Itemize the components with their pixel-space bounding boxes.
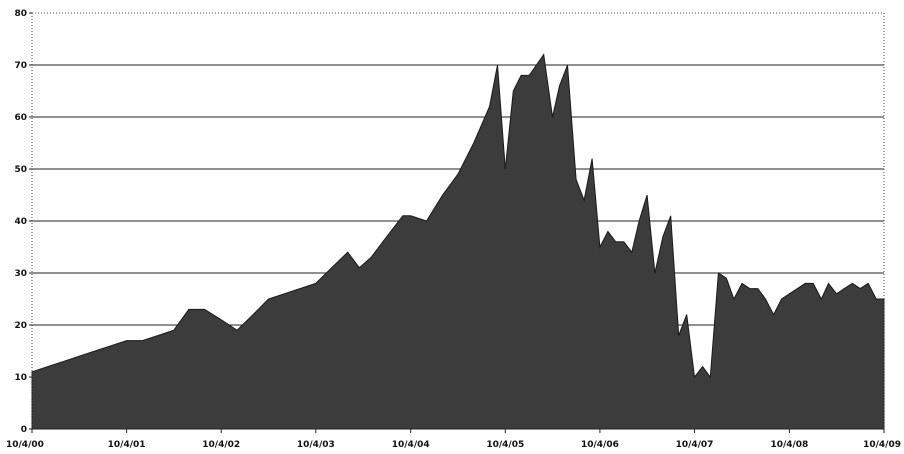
x-axis: 10/4/00 10/4/01 10/4/02 10/4/03 10/4/04 10/4/…	[6, 429, 901, 450]
x-tick-label: 10/4/03	[297, 440, 335, 450]
x-tick-label: 10/4/00	[6, 440, 44, 450]
x-tick-label: 10/4/02	[202, 440, 240, 450]
y-tick-label: 70	[14, 61, 27, 71]
x-tick-label: 10/4/01	[108, 440, 146, 450]
x-tick-label: 10/4/05	[486, 440, 524, 450]
y-tick-label: 60	[14, 113, 27, 123]
y-tick-label: 40	[14, 217, 27, 227]
y-tick-label: 0	[21, 425, 27, 435]
y-tick-label: 80	[14, 9, 27, 19]
x-tick-label: 10/4/07	[676, 440, 714, 450]
x-tick-label: 10/4/09	[863, 440, 901, 450]
y-axis: 0 10 20 30 40 50 60 70 80	[14, 9, 32, 435]
x-tick-label: 10/4/08	[770, 440, 808, 450]
x-tick-label: 10/4/06	[581, 440, 619, 450]
y-tick-label: 50	[14, 165, 27, 175]
y-tick-label: 20	[14, 321, 27, 331]
y-tick-label: 30	[14, 269, 27, 279]
series-area	[31, 53, 885, 430]
x-tick-label: 10/4/04	[392, 440, 430, 450]
y-tick-label: 10	[14, 373, 27, 383]
